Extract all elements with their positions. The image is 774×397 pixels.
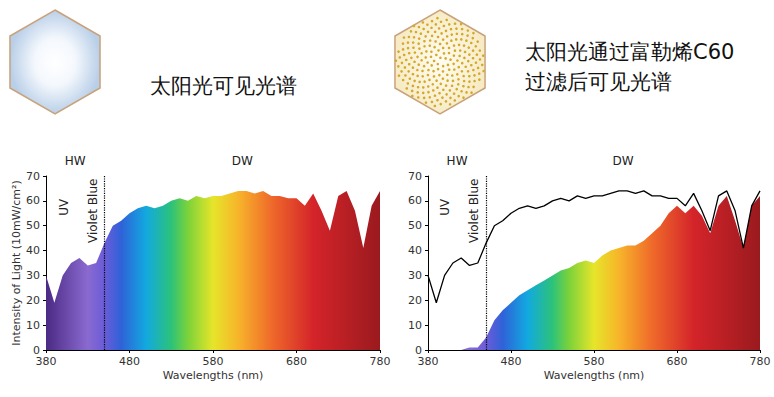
svg-text:UV: UV [438,198,452,216]
svg-text:UV: UV [57,198,71,216]
svg-text:0: 0 [415,343,422,357]
svg-text:10: 10 [408,319,422,332]
svg-text:70: 70 [26,170,40,183]
svg-text:Intensity of Light (10mW/cm²): Intensity of Light (10mW/cm²) [10,180,23,345]
svg-text:50: 50 [408,219,422,232]
svg-text:680: 680 [286,355,307,368]
svg-text:Wavelengths (nm): Wavelengths (nm) [163,369,264,382]
svg-text:0: 0 [33,343,40,357]
svg-text:过滤后可见光谱: 过滤后可见光谱 [525,70,672,94]
svg-text:780: 780 [750,355,771,368]
svg-text:10: 10 [26,319,40,332]
svg-text:Violet Blue: Violet Blue [86,179,100,243]
svg-text:60: 60 [408,194,422,207]
svg-text:50: 50 [26,219,40,232]
svg-text:780: 780 [370,355,391,368]
svg-text:380: 380 [36,355,57,368]
svg-text:580: 580 [203,355,224,368]
svg-text:HW: HW [65,154,86,168]
svg-text:DW: DW [232,154,253,168]
svg-text:70: 70 [408,170,422,183]
svg-text:30: 30 [26,269,40,282]
svg-text:太阳光可见光谱: 太阳光可见光谱 [150,74,297,98]
svg-text:60: 60 [26,194,40,207]
svg-text:Violet Blue: Violet Blue [467,179,481,243]
svg-text:太阳光通过富勒烯C60: 太阳光通过富勒烯C60 [525,40,734,64]
svg-text:40: 40 [26,244,40,257]
svg-text:380: 380 [418,355,439,368]
svg-text:480: 480 [119,355,140,368]
svg-text:DW: DW [612,154,633,168]
svg-text:30: 30 [408,269,422,282]
svg-text:480: 480 [501,355,522,368]
svg-text:HW: HW [447,154,468,168]
svg-text:580: 580 [584,355,605,368]
svg-text:680: 680 [667,355,688,368]
svg-text:40: 40 [408,244,422,257]
svg-text:20: 20 [26,294,40,307]
svg-text:Wavelengths (nm): Wavelengths (nm) [544,369,645,382]
svg-text:20: 20 [408,294,422,307]
